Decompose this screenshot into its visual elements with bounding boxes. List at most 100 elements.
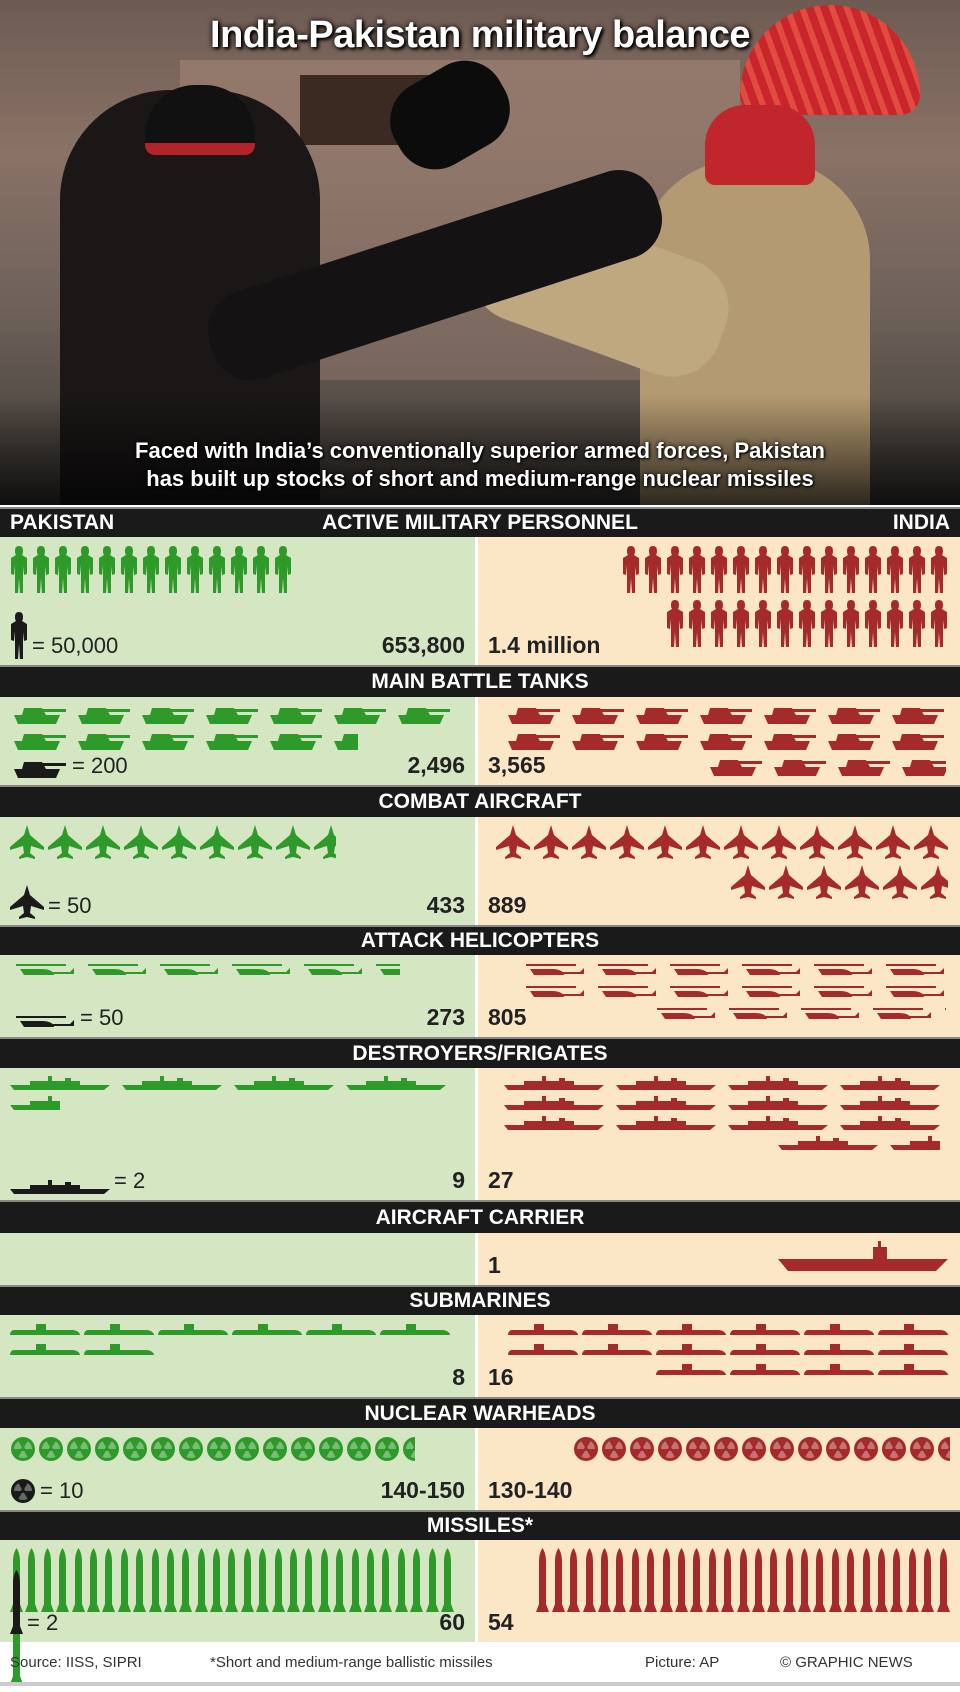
warship-icon	[728, 1076, 828, 1090]
missile-icon	[333, 1548, 347, 1614]
india-value: 27	[488, 1167, 514, 1193]
india-value: 3,565	[488, 752, 546, 778]
india-panel: 27	[478, 1068, 960, 1200]
jet-icon	[572, 825, 606, 859]
warship-icon	[728, 1096, 828, 1110]
caption-line: Faced with India’s conventionally superi…	[135, 438, 825, 463]
tank-icon	[202, 731, 260, 751]
missile-icon	[628, 1548, 642, 1614]
section-title: COMBAT AIRCRAFT	[378, 790, 582, 813]
jet-icon	[731, 865, 766, 899]
radiation-icon	[150, 1436, 176, 1462]
missile-icon	[194, 1548, 208, 1614]
pakistan-panel: = 50,000 653,800	[0, 537, 478, 665]
missile-icon	[674, 1548, 688, 1614]
missile-icon	[317, 1548, 331, 1614]
india-panel: 1.4 million	[478, 537, 960, 665]
warship-icon	[616, 1116, 716, 1130]
soldier-icon	[142, 545, 160, 593]
missile-icon	[890, 1548, 904, 1614]
section-1: = 200 2,496 3,565	[0, 697, 960, 785]
jet-icon	[845, 865, 880, 899]
soldier-icon	[732, 545, 750, 593]
radiation-icon	[629, 1436, 655, 1462]
section-3: = 50 273 805	[0, 955, 960, 1037]
missile-icon	[379, 1548, 393, 1614]
tank-icon	[504, 705, 562, 725]
radiation-icon	[38, 1436, 64, 1462]
india-value: 54	[488, 1609, 514, 1635]
section-title: SUBMARINES	[409, 1289, 551, 1312]
tank-icon	[898, 757, 946, 777]
jet-icon	[314, 825, 337, 859]
tank-icon	[202, 705, 260, 725]
submarine-icon	[878, 1343, 948, 1357]
footer: Source: IISS, SIPRI *Short and medium-ra…	[0, 1642, 960, 1686]
helicopter-icon	[298, 963, 364, 979]
soldier-icon	[622, 545, 640, 593]
jet-icon	[807, 865, 842, 899]
radiation-icon	[573, 1436, 599, 1462]
submarine-icon	[878, 1323, 948, 1337]
missile-icon	[859, 1548, 873, 1614]
india-panel: 3,565	[478, 697, 960, 785]
missile-icon	[40, 1548, 54, 1614]
tank-icon	[824, 705, 882, 725]
jet-icon	[610, 825, 644, 859]
submarine-icon	[656, 1343, 726, 1357]
submarine-icon	[508, 1343, 578, 1357]
section-4: = 2 9 27	[0, 1068, 960, 1200]
warship-icon	[346, 1076, 446, 1090]
radiation-icon	[601, 1436, 627, 1462]
soldier-icon	[666, 599, 684, 647]
soldier-icon	[688, 599, 706, 647]
missile-icon	[410, 1548, 424, 1614]
submarine-icon	[10, 1343, 80, 1357]
india-panel: 889	[478, 817, 960, 925]
radiation-icon	[685, 1436, 711, 1462]
missile-icon	[536, 1548, 550, 1614]
radiation-icon	[713, 1436, 739, 1462]
missile-icon	[813, 1548, 827, 1614]
jet-icon	[648, 825, 682, 859]
pakistan-panel: = 50 433	[0, 817, 478, 925]
missile-icon	[767, 1548, 781, 1614]
carrier-icon	[778, 1241, 948, 1271]
tank-icon	[824, 731, 882, 751]
jet-icon	[838, 825, 872, 859]
jet-icon	[769, 865, 804, 899]
section-title: DESTROYERS/FRIGATES	[352, 1041, 608, 1065]
missile-icon	[598, 1548, 612, 1614]
india-panel: 130-140	[478, 1428, 960, 1510]
jet-icon	[162, 825, 196, 859]
section-header: NUCLEAR WARHEADS	[0, 1397, 960, 1428]
jet-icon	[914, 825, 948, 859]
section-header: PAKISTAN INDIA ACTIVE MILITARY PERSONNEL	[0, 507, 960, 537]
soldier-icon	[908, 545, 926, 593]
tank-icon	[696, 731, 754, 751]
missile-icon	[875, 1548, 889, 1614]
submarine-icon	[730, 1343, 800, 1357]
submarine-icon	[84, 1323, 154, 1337]
radiation-icon	[10, 1478, 36, 1504]
soldier-icon	[186, 545, 204, 593]
soldier-icon	[666, 545, 684, 593]
section-header: COMBAT AIRCRAFT	[0, 785, 960, 817]
helicopter-icon	[664, 985, 730, 1001]
key-value: = 50	[48, 893, 92, 918]
icon-key: = 200	[10, 753, 128, 779]
header-photo	[0, 0, 960, 505]
section-header: ATTACK HELICOPTERS	[0, 925, 960, 955]
section-title: ATTACK HELICOPTERS	[360, 929, 600, 952]
missile-icon	[10, 1620, 23, 1686]
soldier-icon	[842, 599, 860, 647]
soldier-icon	[710, 599, 728, 647]
soldier-icon	[798, 545, 816, 593]
pakistan-panel	[0, 1233, 478, 1285]
tank-icon	[330, 705, 388, 725]
helicopter-icon	[10, 963, 76, 979]
submarine-icon	[582, 1323, 652, 1337]
warship-icon	[840, 1096, 940, 1110]
jet-icon	[534, 825, 568, 859]
soldier-icon	[864, 545, 882, 593]
